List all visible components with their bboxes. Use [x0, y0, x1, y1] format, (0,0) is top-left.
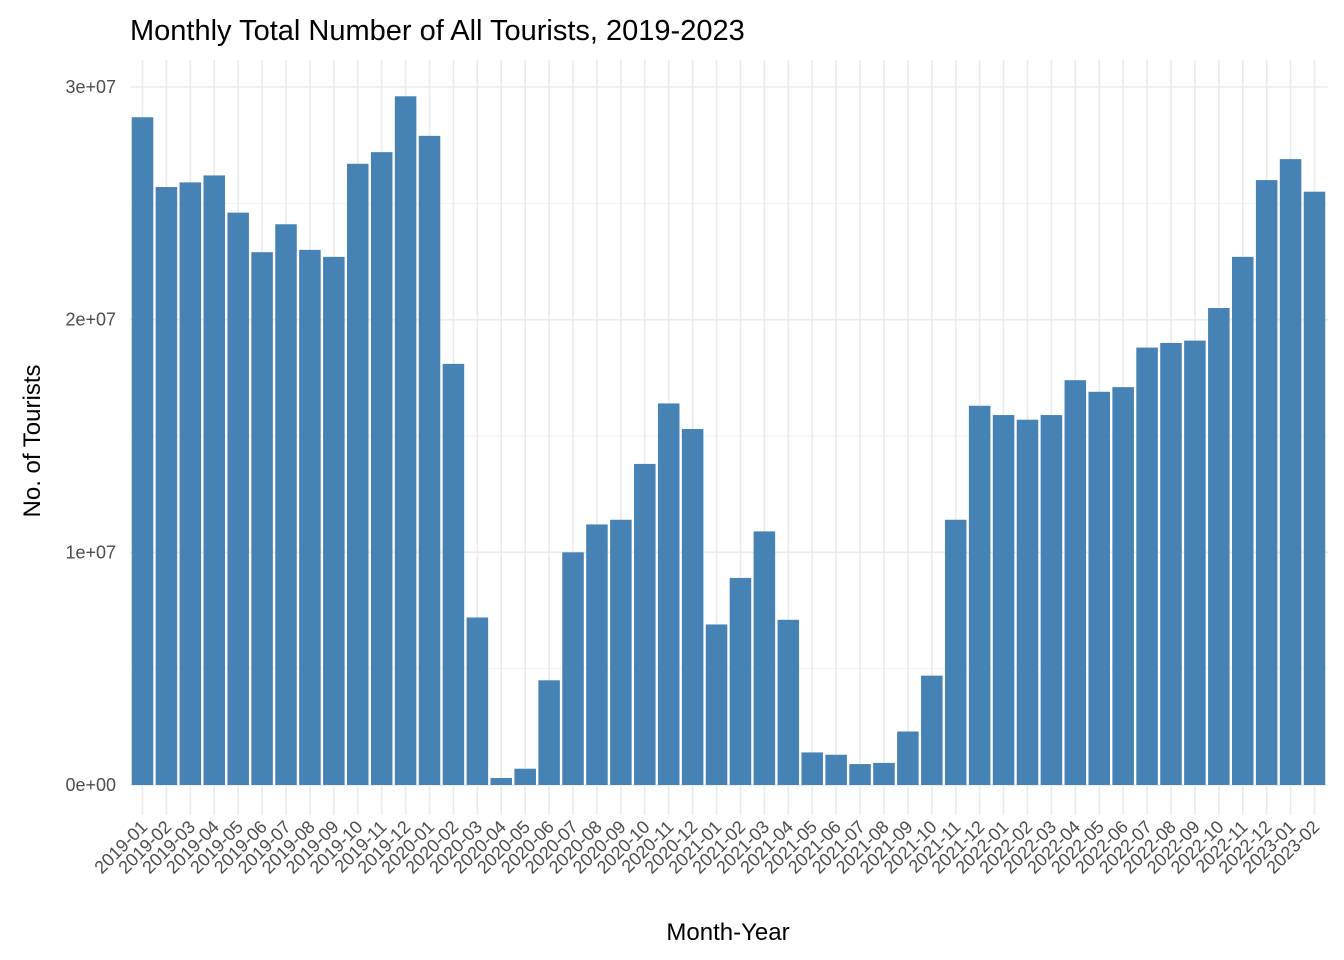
bar-2022-05: [1088, 391, 1110, 785]
bar-2020-03: [466, 617, 489, 785]
bar-2019-04: [203, 175, 226, 785]
bar-2021-11: [944, 519, 967, 785]
bar-2022-08: [1160, 342, 1182, 785]
x-axis-title: Month-Year: [666, 919, 789, 946]
bar-2019-10: [347, 163, 369, 785]
bar-2019-01: [131, 117, 154, 786]
bar-2020-06: [538, 680, 560, 785]
y-axis-tick-labels: 0e+00 1e+07 2e+07 3e+07: [65, 77, 116, 795]
bar-2020-09: [610, 519, 632, 785]
bar-2019-06: [251, 252, 273, 785]
bar-2022-03: [1040, 415, 1063, 785]
bar-2020-12: [681, 429, 704, 785]
bar-2020-08: [586, 524, 608, 785]
bar-2023-01: [1279, 159, 1302, 786]
y-tick-label: 0e+00: [65, 775, 116, 795]
y-tick-label: 3e+07: [65, 77, 116, 97]
bar-2019-03: [179, 182, 202, 786]
bar-2022-07: [1136, 347, 1158, 785]
bar-2020-10: [634, 463, 656, 785]
bar-2021-01: [705, 624, 728, 785]
bar-2023-02: [1303, 191, 1326, 785]
y-tick-label: 1e+07: [65, 542, 116, 562]
bar-2022-04: [1064, 380, 1087, 785]
bar-2022-01: [992, 415, 1015, 785]
bar-2021-05: [801, 752, 823, 785]
bar-2021-04: [777, 619, 800, 785]
bar-2020-04: [490, 778, 513, 785]
bar-2022-12: [1255, 180, 1278, 786]
bar-2019-11: [370, 152, 393, 785]
bar-2021-08: [873, 762, 895, 785]
bar-2019-05: [227, 212, 249, 785]
bar-2019-02: [155, 187, 178, 786]
bar-2019-12: [394, 96, 417, 786]
bar-2020-07: [562, 552, 584, 785]
bar-2021-06: [825, 754, 847, 785]
bar-2021-02: [729, 577, 752, 785]
bar-2021-07: [849, 764, 871, 785]
bar-2022-11: [1231, 256, 1254, 785]
bars: [131, 96, 1326, 786]
y-axis-title: No. of Tourists: [19, 365, 46, 518]
bar-2021-12: [968, 405, 991, 785]
bar-2022-06: [1112, 387, 1134, 785]
y-tick-label: 2e+07: [65, 310, 116, 330]
bar-2022-02: [1016, 419, 1039, 785]
bar-2021-03: [753, 531, 776, 785]
bar-2019-07: [275, 224, 297, 786]
chart-title: Monthly Total Number of All Tourists, 20…: [130, 15, 745, 47]
bar-2021-09: [897, 731, 919, 785]
x-axis-tick-labels: 2019-012019-022019-032019-042019-052019-…: [90, 817, 1323, 878]
bar-2020-11: [657, 403, 680, 785]
bar-2020-01: [418, 135, 441, 786]
bar-2022-10: [1208, 308, 1230, 785]
bar-2022-09: [1184, 340, 1206, 785]
bar-2019-08: [299, 249, 321, 785]
bar-2020-02: [442, 363, 465, 785]
bar-2020-05: [514, 768, 536, 785]
bar-2019-09: [323, 256, 345, 785]
bar-2021-10: [921, 675, 943, 785]
